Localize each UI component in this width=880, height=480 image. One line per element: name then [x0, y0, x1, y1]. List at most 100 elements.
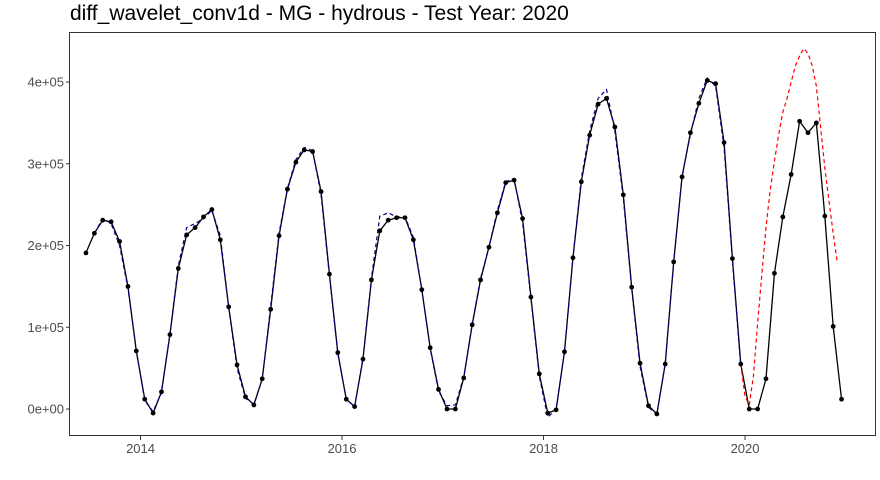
x-tick-label: 2018	[529, 441, 558, 456]
data-point	[142, 396, 148, 402]
data-point	[503, 180, 509, 185]
data-point	[813, 120, 819, 126]
data-point	[360, 356, 366, 362]
data-point	[629, 284, 635, 290]
y-tick-label: 3e+05	[27, 156, 64, 171]
data-point	[352, 404, 358, 409]
x-tick-label: 2020	[731, 441, 760, 456]
data-point	[327, 271, 332, 277]
data-point	[343, 396, 349, 402]
data-point	[704, 78, 710, 83]
data-point	[520, 216, 525, 221]
data-point	[427, 345, 433, 351]
data-point	[234, 362, 240, 368]
data-point	[730, 256, 735, 262]
axis-layer: 0e+00 1e+05 2e+05 3e+05 4e+05 2014 2016 2018 202…	[27, 75, 759, 456]
data-point	[268, 306, 274, 312]
data-point	[797, 118, 803, 124]
data-point	[125, 284, 131, 289]
data-point	[318, 189, 324, 194]
data-point	[604, 96, 609, 101]
y-tick-label: 2e+05	[27, 238, 64, 253]
data-point	[117, 239, 122, 244]
data-point	[394, 215, 400, 221]
data-point	[536, 371, 542, 377]
data-point	[184, 232, 190, 238]
x-tick-label: 2016	[328, 441, 357, 456]
data-point	[688, 130, 693, 136]
data-point	[595, 101, 601, 107]
data-point	[662, 361, 668, 367]
data-point	[159, 389, 164, 395]
data-point	[494, 210, 500, 216]
data-point	[587, 132, 593, 138]
plot-panel-border	[69, 32, 876, 436]
data-point	[620, 192, 626, 198]
series-line-1	[93, 77, 742, 418]
data-point	[192, 225, 198, 230]
data-point	[402, 215, 408, 221]
chart-title: diff_wavelet_conv1d - MG - hydrous - Tes…	[70, 2, 569, 25]
data-point	[436, 387, 441, 392]
data-point	[377, 228, 383, 234]
data-point	[243, 394, 248, 400]
data-point	[150, 410, 156, 416]
data-point	[570, 255, 576, 261]
y-tick-label: 0e+00	[27, 402, 64, 417]
data-point	[226, 304, 232, 310]
data-point	[696, 100, 702, 106]
data-point	[469, 322, 475, 328]
y-tick-label: 1e+05	[27, 320, 64, 335]
data-point	[108, 219, 114, 225]
series-line-0	[85, 79, 843, 415]
data-point	[167, 332, 173, 338]
data-point	[671, 259, 677, 265]
data-point	[721, 140, 727, 145]
data-point	[133, 348, 139, 354]
data-point	[385, 217, 391, 223]
data-point	[175, 266, 181, 271]
data-point	[209, 207, 215, 212]
series-layer	[85, 47, 843, 418]
data-point	[755, 406, 761, 412]
data-point	[830, 324, 836, 329]
data-point	[486, 244, 492, 250]
data-point	[839, 396, 844, 402]
data-point	[83, 250, 89, 256]
data-point	[511, 177, 517, 183]
data-point	[738, 361, 744, 367]
data-point	[528, 294, 534, 300]
data-point	[100, 217, 106, 223]
data-point	[654, 411, 660, 417]
y-tick-label: 4e+05	[27, 75, 64, 90]
data-point	[310, 149, 316, 154]
data-point	[335, 350, 341, 356]
data-point	[369, 277, 374, 283]
data-point	[285, 186, 290, 192]
data-point	[545, 410, 551, 416]
data-point	[461, 375, 467, 381]
data-point	[788, 172, 794, 177]
data-point	[293, 159, 299, 165]
data-point	[805, 130, 811, 136]
x-tick-label: 2014	[126, 441, 155, 456]
data-point	[780, 214, 786, 220]
data-point	[562, 349, 567, 355]
data-point	[217, 237, 223, 243]
data-point	[822, 213, 828, 219]
series-line-2	[740, 47, 839, 406]
data-point	[452, 406, 458, 412]
data-point	[478, 277, 483, 283]
data-point	[91, 230, 97, 236]
data-point	[713, 81, 719, 87]
data-point	[679, 174, 685, 180]
data-point	[259, 376, 265, 382]
data-point	[276, 233, 282, 239]
data-point	[444, 406, 450, 412]
data-point	[251, 402, 257, 408]
data-point	[646, 403, 651, 409]
data-point	[553, 407, 559, 413]
data-point	[772, 270, 777, 276]
data-point	[201, 214, 206, 220]
